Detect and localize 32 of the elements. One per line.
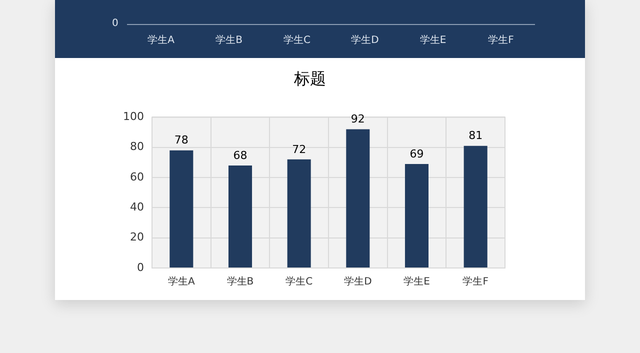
bar — [464, 146, 488, 268]
text: 学生C — [284, 34, 310, 47]
bar — [170, 150, 194, 268]
text: 0 — [112, 18, 118, 29]
x-tick-label: 学生C — [286, 276, 313, 288]
x-tick-label: 学生A — [168, 276, 195, 288]
data-label: 72 — [292, 142, 306, 156]
bar — [346, 129, 370, 268]
text: 学生F — [488, 34, 514, 47]
text: 学生B — [216, 34, 242, 47]
y-tick-label: 40 — [130, 200, 144, 214]
data-label: 68 — [233, 148, 248, 162]
y-tick-label: 100 — [122, 110, 144, 124]
y-tick-label: 80 — [130, 140, 144, 154]
data-label: 78 — [174, 134, 188, 147]
bar — [404, 164, 429, 268]
x-tick-label: 学生B — [226, 276, 254, 288]
y-tick-label: 20 — [130, 230, 144, 244]
x-tick-label: 学生D — [344, 276, 372, 288]
text: 学生D — [351, 34, 379, 47]
chart-title: 标题 — [293, 68, 326, 88]
y-tick-label: 60 — [130, 170, 144, 184]
bar — [228, 165, 252, 268]
text: 学生A — [148, 34, 174, 47]
bar — [287, 159, 311, 268]
y-tick-label: 0 — [136, 260, 144, 274]
data-label: 69 — [410, 147, 424, 160]
data-label: 92 — [350, 112, 365, 126]
x-tick-label: 学生E — [404, 276, 430, 288]
text: 学生E — [420, 34, 446, 47]
data-label: 81 — [468, 129, 483, 142]
x-tick-label: 学生F — [462, 276, 489, 288]
